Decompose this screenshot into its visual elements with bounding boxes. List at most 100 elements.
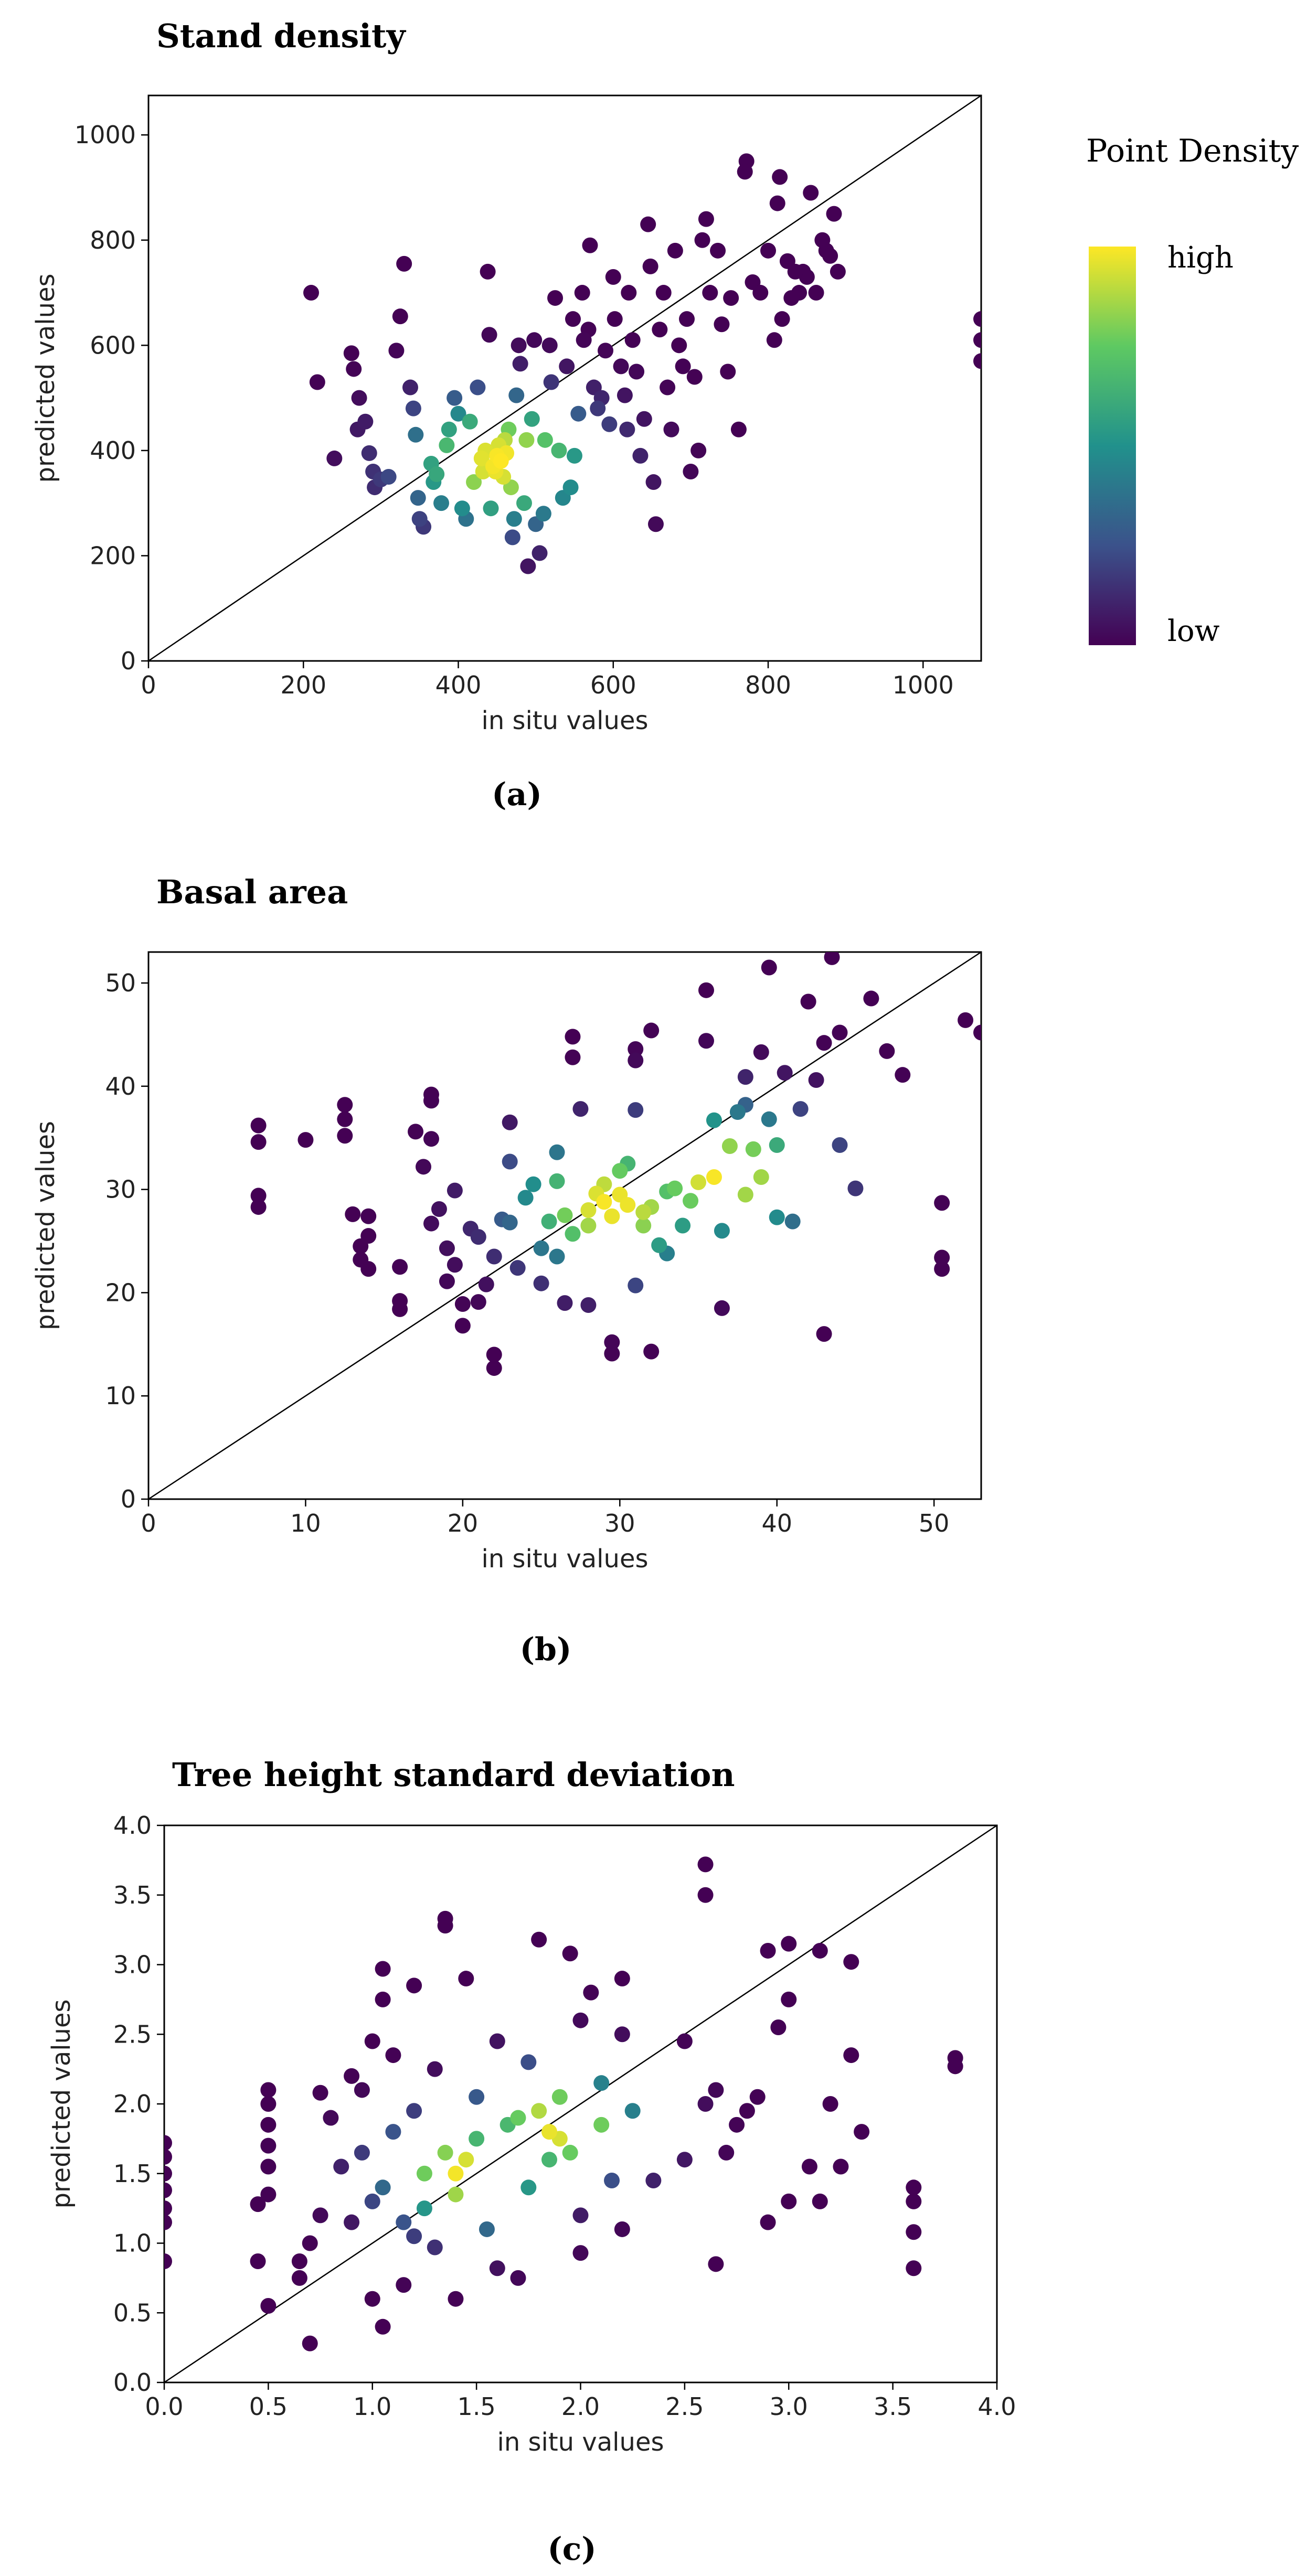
scatter-point — [525, 1176, 541, 1192]
scatter-point — [708, 2256, 724, 2272]
x-tick-label: 20 — [448, 1509, 479, 1537]
identity-line — [148, 951, 982, 1500]
scatter-point — [708, 2082, 724, 2098]
scatter-point — [651, 1237, 667, 1253]
scatter-point — [590, 400, 606, 416]
scatter-point — [260, 2158, 277, 2175]
scatter-point — [454, 1318, 471, 1334]
scatter-point — [593, 2117, 610, 2133]
scatter-point — [643, 1343, 660, 1360]
scatter-point — [783, 290, 800, 306]
scatter-point — [357, 413, 374, 430]
scatter-point — [164, 2149, 172, 2165]
scatter-point — [698, 982, 714, 998]
scatter-point — [761, 1111, 777, 1127]
scatter-point — [260, 2186, 277, 2203]
scatter-point — [683, 463, 699, 479]
scatter-point — [454, 500, 470, 517]
scatter-point — [690, 1174, 707, 1190]
scatter-point — [541, 1213, 557, 1230]
y-tick-label: 10 — [105, 1382, 136, 1410]
scatter-point — [562, 2144, 578, 2161]
scatter-point — [502, 1153, 518, 1170]
scatter-point — [612, 1163, 628, 1179]
scatter-point — [686, 369, 703, 385]
scatter-point — [360, 1261, 377, 1277]
scatter-point — [346, 361, 362, 377]
scatter-point — [777, 1065, 793, 1081]
x-tick-label: 0 — [141, 671, 156, 699]
scatter-point — [364, 2193, 380, 2209]
scatter-point — [973, 1024, 981, 1041]
scatter-point — [479, 2221, 495, 2237]
scatter-point — [518, 432, 535, 448]
scatter-point — [416, 2200, 432, 2217]
scatter-point — [655, 285, 672, 301]
scatter-point — [800, 993, 816, 1010]
scatter-point — [723, 290, 739, 306]
scatter-point — [698, 211, 714, 227]
scatter-point — [439, 437, 455, 453]
scatter-point — [710, 242, 726, 259]
scatter-point — [604, 1345, 620, 1362]
scatter-point — [647, 516, 664, 532]
scatter-point — [770, 2019, 787, 2035]
scatter-point — [720, 364, 736, 380]
scatter-point — [423, 1215, 439, 1232]
scatter-point — [620, 1197, 636, 1213]
scatter-point — [450, 405, 466, 422]
scatter-point — [604, 1208, 620, 1224]
scatter-point — [520, 558, 536, 574]
scatter-point — [624, 2103, 641, 2119]
scatter-point — [580, 1202, 597, 1218]
scatter-point — [509, 1260, 526, 1276]
scatter-point — [516, 495, 532, 511]
y-axis-label: predicted values — [47, 1999, 76, 2208]
scatter-point — [816, 1326, 832, 1342]
scatter-point — [769, 1209, 785, 1225]
scatter-point — [934, 1195, 950, 1211]
x-tick-label: 0.0 — [145, 2392, 183, 2421]
scatter-point — [541, 2152, 557, 2168]
scatter-point — [617, 387, 633, 403]
scatter-point — [822, 2096, 838, 2112]
scatter-point — [863, 990, 879, 1007]
x-tick-label: 1000 — [892, 671, 954, 699]
scatter-point — [392, 1259, 408, 1275]
scatter-points — [164, 1856, 963, 2351]
scatter-point — [458, 1971, 474, 1987]
scatter-point — [562, 479, 579, 496]
scatter-point — [441, 421, 457, 437]
panel-c-title: Tree height standard deviation — [172, 1756, 735, 1794]
scatter-point — [628, 1277, 644, 1294]
scatter-point — [826, 206, 842, 222]
scatter-point — [504, 529, 520, 546]
panel-b-title: Basal area — [156, 873, 348, 911]
scatter-point — [375, 2179, 391, 2196]
scatter-point — [333, 2158, 349, 2175]
scatter-point — [706, 1112, 722, 1128]
scatter-point — [706, 1169, 722, 1185]
y-axis-label: predicted values — [31, 1121, 60, 1330]
scatter-point — [360, 1228, 377, 1244]
identity-line — [164, 1824, 997, 2383]
scatter-point — [566, 447, 582, 464]
scatter-point — [427, 2239, 443, 2256]
scatter-point — [676, 2152, 693, 2168]
panel-c-caption: (c) — [547, 2531, 596, 2568]
scatter-point — [302, 2335, 318, 2351]
scatter-point — [690, 442, 707, 458]
y-tick-label: 30 — [105, 1175, 136, 1204]
scatter-point — [906, 2193, 922, 2209]
x-tick-label: 3.0 — [770, 2392, 808, 2421]
scatter-point — [437, 1918, 453, 1934]
scatter-point — [774, 311, 790, 327]
scatter-point — [822, 248, 838, 264]
scatter-point — [483, 500, 499, 517]
scatter-point — [572, 2012, 589, 2028]
scatter-point — [489, 2033, 505, 2049]
scatter-point — [470, 1229, 486, 1245]
scatter-point — [787, 263, 803, 280]
scatter-point — [667, 242, 683, 259]
scatter-point — [303, 285, 320, 301]
